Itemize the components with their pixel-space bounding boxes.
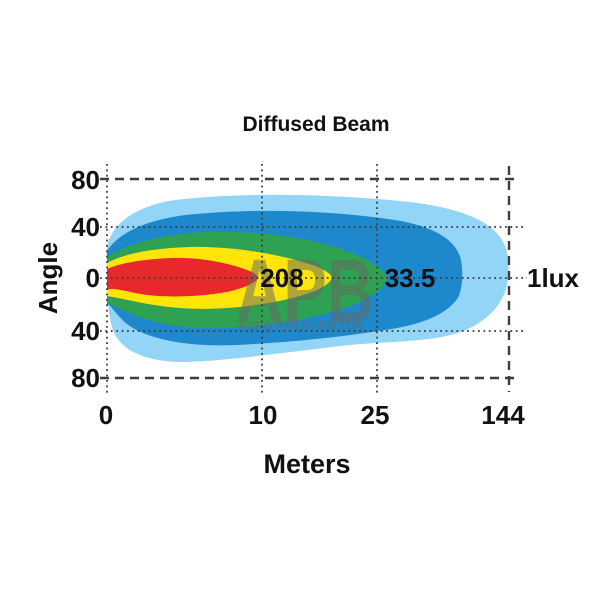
- x-axis-label: Meters: [263, 449, 350, 479]
- annotation-208-lux: 208: [260, 263, 303, 293]
- x-tick-144: 144: [481, 400, 525, 430]
- chart-title: Diffused Beam: [242, 113, 389, 136]
- y-tick-plus40: 40: [71, 212, 100, 242]
- watermark-subtitle-text: AGRO PARTS BALTIJA: [238, 318, 365, 333]
- watermark-logo-text: APB: [236, 242, 374, 342]
- x-tick-0: 0: [99, 400, 113, 430]
- y-axis-label: Angle: [33, 242, 63, 314]
- y-tick-minus40: 40: [71, 316, 100, 346]
- y-tick-minus80: 80: [71, 363, 100, 393]
- watermark: APB AGRO PARTS BALTIJA: [236, 242, 374, 342]
- annotation-33-5-lux: 33.5: [385, 263, 436, 293]
- gridlines: [100, 164, 527, 393]
- annotation-1lux: 1lux: [527, 263, 580, 293]
- illuminance-annotations: 208 33.5 1lux: [260, 263, 579, 293]
- y-tick-zero: 0: [86, 263, 100, 293]
- x-axis-tick-labels: 0 10 25 144: [99, 400, 525, 430]
- x-tick-10: 10: [249, 400, 278, 430]
- y-tick-plus80: 80: [71, 165, 100, 195]
- y-axis-tick-labels: 80 40 0 40 80: [71, 165, 100, 393]
- x-tick-25: 25: [361, 400, 390, 430]
